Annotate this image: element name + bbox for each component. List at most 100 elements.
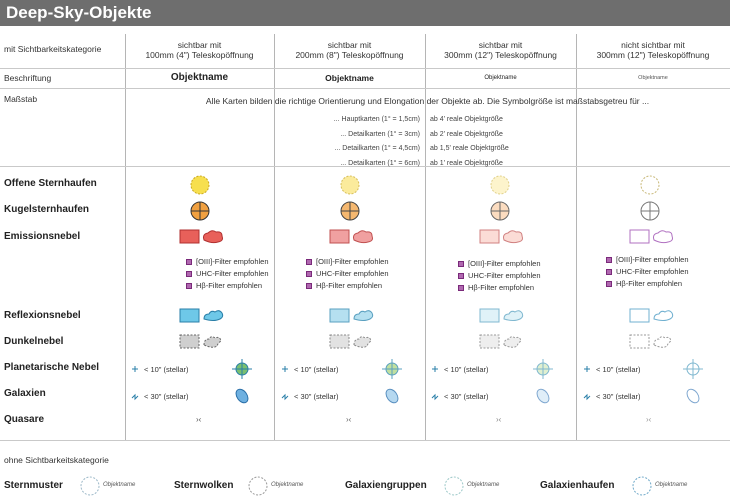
planetary-note: < 10" (stellar) <box>596 365 641 374</box>
header-col-line: 300mm (12") Teleskopöffnung <box>444 50 557 60</box>
column-divider <box>125 34 126 440</box>
filter-legend-text: Hβ-Filter empfohlen <box>468 283 535 292</box>
header-col-line: sichtbar mit <box>478 40 523 50</box>
label-galaxien: Galaxien <box>4 388 46 399</box>
sternwolken-label: Sternwolken <box>174 480 234 491</box>
filter-legend-text: [OIII]-Filter empfohlen <box>468 259 541 268</box>
filter-legend-text: Hβ-Filter empfohlen <box>616 279 683 288</box>
sternwolken-symbol <box>248 476 268 496</box>
quasar-symbol: ›‹ <box>196 415 202 424</box>
filter-icon <box>606 269 612 276</box>
header-col-4: nicht sichtbar mit 300mm (12") Teleskopö… <box>576 40 730 60</box>
galaxiengruppen-label: Galaxiengruppen <box>345 480 427 491</box>
emission-nebula-symbol <box>179 229 223 244</box>
quasar-symbol: ›‹ <box>496 415 502 424</box>
label-sample-1: Objektname <box>170 72 229 83</box>
label-sample-4: Objektname <box>638 75 668 81</box>
open-cluster-symbol <box>190 175 210 195</box>
header-col-line: 100mm (4") Teleskopöffnung <box>145 50 254 60</box>
header-row-label: mit Sichtbarkeitskategorie <box>4 44 102 54</box>
filter-legend-text: UHC-Filter empfohlen <box>468 271 541 280</box>
row-divider <box>0 88 730 89</box>
page-title: Deep-Sky-Objekte <box>6 3 152 22</box>
galaxienhaufen-symbol <box>632 476 652 496</box>
massstab-left-list: ... Hauptkarten (1° = 1,5cm) ... Detailk… <box>250 113 420 171</box>
massstab-left-item: ... Detailkarten (1° = 6cm) <box>340 159 420 167</box>
filter-icon <box>186 259 192 266</box>
galaxy-symbol <box>235 388 249 404</box>
row-divider <box>0 166 730 167</box>
reflection-nebula-symbol <box>179 308 224 323</box>
header-col-line: 300mm (12") Teleskopöffnung <box>596 50 710 60</box>
massstab-right-item: ab 1' reale Objektgröße <box>430 159 503 167</box>
sternmuster-sample: Objektname <box>103 482 136 488</box>
label-offene-sternhaufen: Offene Sternhaufen <box>4 178 97 189</box>
filter-legend-1: [OIII]-Filter empfohlen UHC-Filter empfo… <box>186 256 269 292</box>
filter-legend-text: [OIII]-Filter empfohlen <box>316 257 389 266</box>
filter-legend-4: [OIII]-Filter empfohlen UHC-Filter empfo… <box>606 254 689 290</box>
filter-legend-text: [OIII]-Filter empfohlen <box>196 257 269 266</box>
filter-icon <box>306 271 312 278</box>
label-reflexionsnebel: Reflexionsnebel <box>4 310 81 321</box>
filter-icon <box>306 259 312 266</box>
beschriftung-label: Beschriftung <box>4 73 52 83</box>
galaxy-symbol <box>385 388 399 404</box>
filter-legend-item: Hβ-Filter empfohlen <box>306 280 389 292</box>
galaxy-note: < 30" (stellar) <box>144 392 189 401</box>
massstab-right-item: ab 4' reale Objektgröße <box>430 116 503 123</box>
label-sample-2: Objektname <box>325 73 374 83</box>
filter-icon <box>186 271 192 278</box>
reflection-nebula-symbol <box>329 308 374 323</box>
planetary-note: < 10" (stellar) <box>294 365 339 374</box>
filter-legend-item: UHC-Filter empfohlen <box>186 268 269 280</box>
column-divider <box>576 34 577 440</box>
header-col-line: sichtbar mit <box>327 40 372 50</box>
massstab-right-item: ab 2' reale Objektgröße <box>430 130 503 138</box>
globular-symbol <box>640 201 660 221</box>
label-kugelsternhaufen: Kugelsternhaufen <box>4 204 90 215</box>
dark-nebula-symbol <box>179 334 222 349</box>
massstab-left-item: ... Detailkarten (1° = 4,5cm) <box>334 145 420 152</box>
ohne-label: ohne Sichtbarkeitskategorie <box>4 455 109 465</box>
filter-icon <box>606 257 612 264</box>
sternmuster-label: Sternmuster <box>4 480 63 491</box>
galaxienhaufen-label: Galaxienhaufen <box>540 480 615 491</box>
galaxiengruppen-sample: Objektname <box>467 482 500 488</box>
filter-legend-2: [OIII]-Filter empfohlen UHC-Filter empfo… <box>306 256 389 292</box>
filter-legend-3: [OIII]-Filter empfohlen UHC-Filter empfo… <box>458 258 541 294</box>
label-sample-3: Objektname <box>484 75 517 81</box>
label-dunkelnebel: Dunkelnebel <box>4 336 64 347</box>
massstab-right-list: ab 4' reale Objektgröße ab 2' reale Obje… <box>430 113 570 171</box>
label-planetarische-nebel: Planetarische Nebel <box>4 362 100 373</box>
filter-legend-item: [OIII]-Filter empfohlen <box>458 258 541 270</box>
planetary-note: < 10" (stellar) <box>144 365 189 374</box>
quasar-symbol: ›‹ <box>346 415 352 424</box>
dark-nebula-symbol <box>629 334 672 349</box>
galaxiengruppen-symbol <box>444 476 464 496</box>
column-divider <box>274 34 275 440</box>
galaxy-note: < 30" (stellar) <box>294 392 339 401</box>
header-col-line: nicht sichtbar mit <box>621 40 685 50</box>
filter-legend-item: UHC-Filter empfohlen <box>306 268 389 280</box>
dark-nebula-symbol <box>329 334 372 349</box>
filter-icon <box>458 273 464 280</box>
filter-legend-item: UHC-Filter empfohlen <box>458 270 541 282</box>
massstab-right-item: ab 1,5' reale Objektgröße <box>430 145 509 152</box>
planetary-nebula-symbol <box>533 359 553 379</box>
galaxy-note: < 30" (stellar) <box>596 392 641 401</box>
column-divider <box>425 34 426 440</box>
filter-legend-text: [OIII]-Filter empfohlen <box>616 255 689 264</box>
header-col-2: sichtbar mit 200mm (8") Teleskopöffnung <box>274 40 425 60</box>
open-cluster-symbol <box>340 175 360 195</box>
label-emissionsnebel: Emissionsnebel <box>4 231 81 242</box>
planetary-nebula-symbol <box>232 359 252 379</box>
emission-nebula-symbol <box>629 229 673 244</box>
header-col-1: sichtbar mit 100mm (4") Teleskopöffnung <box>125 40 274 60</box>
galaxy-note: < 30" (stellar) <box>444 392 489 401</box>
filter-icon <box>186 283 192 290</box>
dark-nebula-symbol <box>479 334 522 349</box>
galaxienhaufen-sample: Objektname <box>655 482 688 488</box>
massstab-left-item: ... Hauptkarten (1° = 1,5cm) <box>333 116 420 123</box>
galaxy-symbol <box>536 388 550 404</box>
